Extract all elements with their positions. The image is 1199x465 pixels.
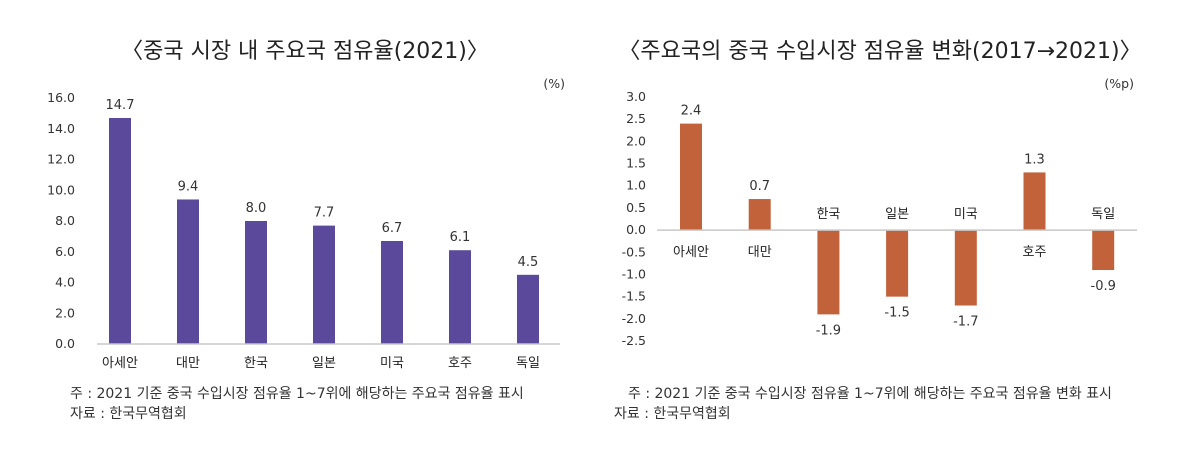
left-category-label: 호주 xyxy=(448,356,472,371)
left-y-tick: 10.0 xyxy=(47,182,75,197)
right-bar xyxy=(1092,230,1115,271)
right-category-label: 한국 xyxy=(816,207,840,222)
left-value-label: 6.1 xyxy=(450,230,471,245)
right-y-tick: 3.0 xyxy=(626,89,646,104)
right-category-label: 독일 xyxy=(1091,207,1115,222)
right-value-label: -1.9 xyxy=(816,323,841,338)
right-y-tick: -1.5 xyxy=(622,289,646,304)
right-y-tick: -1.0 xyxy=(622,266,646,281)
left-bar xyxy=(245,221,267,344)
right-bar xyxy=(680,123,702,231)
left-value-label: 4.5 xyxy=(518,255,539,270)
right-value-label: 0.7 xyxy=(749,179,770,194)
left-value-label: 7.7 xyxy=(314,206,335,221)
left-value-label: 6.7 xyxy=(382,221,403,236)
right-y-tick: 1.5 xyxy=(626,156,646,171)
right-y-tick: 0.0 xyxy=(626,222,646,237)
right-bar xyxy=(1023,172,1046,231)
right-y-tick: 0.5 xyxy=(626,200,646,215)
right-category-label: 아세안 xyxy=(673,245,709,260)
left-note: 주 : 2021 기준 중국 수입시장 점유율 1~7위에 해당하는 주요국 점… xyxy=(70,386,524,402)
left-value-label: 8.0 xyxy=(246,201,267,216)
right-y-tick: 2.0 xyxy=(626,133,646,148)
left-bar xyxy=(177,199,199,344)
left-y-tick: 8.0 xyxy=(55,213,75,228)
right-category-label: 대만 xyxy=(748,245,772,260)
right-bar xyxy=(954,230,977,306)
left-value-label: 14.7 xyxy=(106,98,135,113)
right-chart-title: 〈주요국의 중국 수입시장 점유율 변화(2017→2021)〉 xyxy=(618,39,1141,64)
left-bar xyxy=(381,240,403,344)
left-value-label: 9.4 xyxy=(178,179,199,194)
right-y-tick: 1.0 xyxy=(626,178,646,193)
left-chart-title: 〈중국 시장 내 주요국 점유율(2021)〉 xyxy=(121,39,489,64)
left-category-label: 미국 xyxy=(380,356,404,371)
right-y-tick: 2.5 xyxy=(626,111,646,126)
left-unit-label: (%) xyxy=(543,76,565,91)
right-value-label: 2.4 xyxy=(681,104,702,119)
left-bar xyxy=(517,274,539,344)
left-y-tick: 0.0 xyxy=(55,336,75,351)
left-y-tick: 16.0 xyxy=(47,90,75,105)
right-y-tick: -2.5 xyxy=(622,333,646,348)
right-source: 자료 : 한국무역협회 xyxy=(614,406,731,422)
right-value-label: -0.9 xyxy=(1091,279,1116,294)
left-bar xyxy=(449,250,471,344)
left-source: 자료 : 한국무역협회 xyxy=(70,406,187,422)
right-value-label: 1.3 xyxy=(1024,152,1045,167)
right-y-tick: -0.5 xyxy=(622,244,646,259)
right-y-tick: -2.0 xyxy=(622,311,646,326)
right-category-label: 호주 xyxy=(1023,245,1047,260)
right-unit-label: (%p) xyxy=(1104,76,1134,91)
left-bar xyxy=(109,117,131,344)
left-y-tick: 2.0 xyxy=(55,305,75,320)
right-category-label: 일본 xyxy=(885,207,909,222)
right-value-label: -1.5 xyxy=(884,306,909,321)
left-category-label: 대만 xyxy=(176,356,200,371)
right-bar xyxy=(886,230,909,297)
left-category-label: 한국 xyxy=(244,356,268,371)
left-y-tick: 12.0 xyxy=(47,152,75,167)
right-note: 주 : 2021 기준 중국 수입시장 점유율 1~7위에 해당하는 주요국 점… xyxy=(628,386,1112,402)
left-y-tick: 14.0 xyxy=(47,121,75,136)
left-bar xyxy=(313,225,335,344)
right-value-label: -1.7 xyxy=(953,315,978,330)
left-y-tick: 6.0 xyxy=(55,244,75,259)
right-category-label: 미국 xyxy=(954,207,978,222)
right-bar xyxy=(748,199,771,231)
left-y-tick: 4.0 xyxy=(55,275,75,290)
right-bar xyxy=(817,230,840,315)
left-category-label: 독일 xyxy=(516,356,540,371)
left-category-label: 일본 xyxy=(312,356,336,371)
left-category-label: 아세안 xyxy=(102,356,138,371)
